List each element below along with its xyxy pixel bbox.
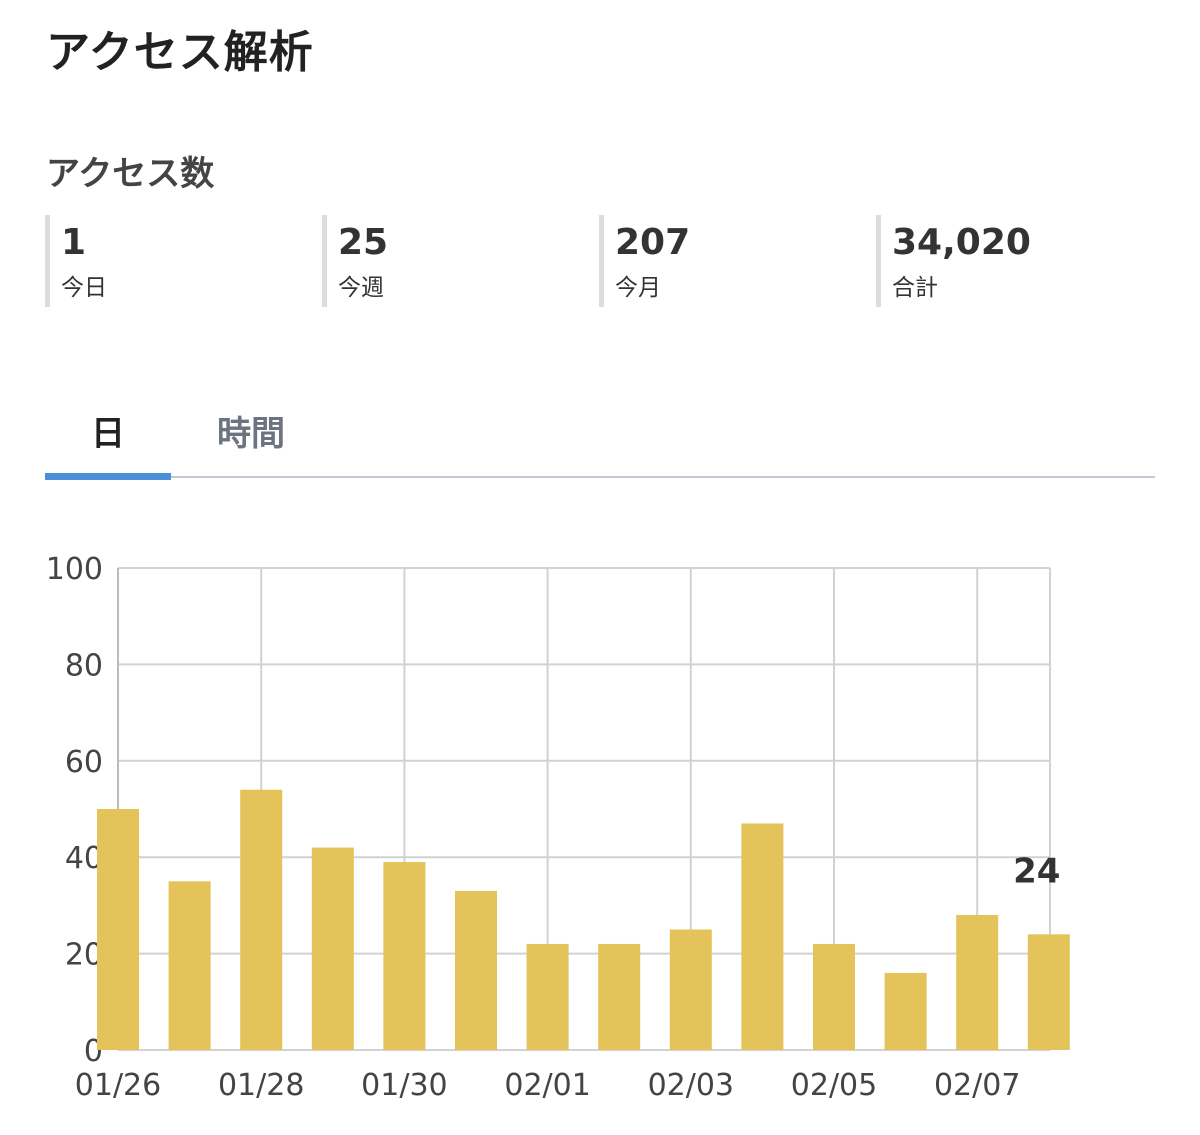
period-tabs: 日 時間 <box>45 380 1155 480</box>
x-tick-label: 01/30 <box>361 1068 447 1103</box>
stat-week-value: 25 <box>338 222 389 263</box>
tab-hour[interactable]: 時間 <box>217 413 285 454</box>
stat-week: 25 今週 <box>322 215 572 307</box>
x-tick-label: 02/03 <box>648 1068 734 1103</box>
bar-02/02 <box>598 943 641 1050</box>
x-tick-label: 02/07 <box>934 1068 1020 1103</box>
bar-01/31 <box>455 890 497 1050</box>
access-stats: 1 今日 25 今週 207 今月 34,020 合計 <box>45 215 1155 307</box>
y-tick-label: 80 <box>65 648 103 683</box>
y-tick-label: 20 <box>65 938 103 973</box>
x-tick-label: 01/28 <box>218 1068 304 1103</box>
y-tick-label: 40 <box>65 841 103 876</box>
bar-02/04 <box>741 823 784 1050</box>
bar-02/03 <box>669 929 712 1050</box>
stat-total-value: 34,020 <box>892 222 1031 263</box>
stat-total: 34,020 合計 <box>876 215 1126 307</box>
bar-02/01 <box>526 943 569 1050</box>
stat-week-label: 今週 <box>338 275 384 301</box>
bar-02/08 <box>1027 934 1070 1050</box>
bar-01/27 <box>168 881 211 1050</box>
y-tick-label: 60 <box>65 745 103 780</box>
stat-today-label: 今日 <box>61 275 107 301</box>
x-tick-label: 01/26 <box>75 1068 161 1103</box>
y-tick-label: 100 <box>46 552 103 587</box>
data-label: 24 <box>1013 851 1060 891</box>
x-tick-label: 02/01 <box>504 1068 590 1103</box>
stat-month-label: 今月 <box>615 275 661 301</box>
stat-today-value: 1 <box>61 222 87 263</box>
bar-02/07 <box>956 915 999 1050</box>
access-count-heading: アクセス数 <box>46 154 215 194</box>
stat-total-label: 合計 <box>892 275 938 301</box>
tab-day[interactable]: 日 <box>45 380 171 480</box>
tabs-divider <box>45 476 1155 478</box>
stat-month-value: 207 <box>615 222 691 263</box>
x-tick-label: 02/05 <box>791 1068 877 1103</box>
bar-02/06 <box>884 972 927 1050</box>
stat-today: 1 今日 <box>45 215 295 307</box>
stat-month: 207 今月 <box>599 215 849 307</box>
access-chart: 0 20 40 60 80 100 01/26 01/28 01/30 02/01 02/03 02/… <box>0 540 1200 1135</box>
page-title: アクセス解析 <box>46 27 314 78</box>
bar-01/28 <box>240 789 283 1050</box>
bar-01/30 <box>383 862 426 1050</box>
bar-02/05 <box>813 943 855 1050</box>
bar-01/26 <box>97 809 139 1050</box>
bar-01/29 <box>311 847 354 1050</box>
